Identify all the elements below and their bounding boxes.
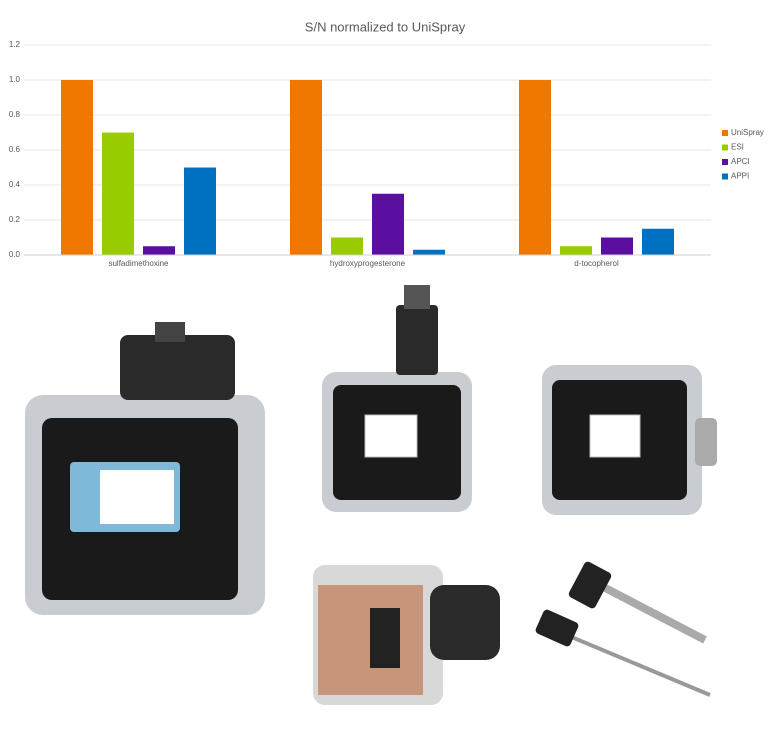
legend-label: UniSpray — [731, 128, 764, 137]
y-tick-label: 1.0 — [9, 75, 21, 84]
x-tick-label: d-tocopherol — [574, 259, 619, 268]
y-tick-label: 0.0 — [9, 250, 21, 259]
probe-head — [568, 561, 612, 609]
bar — [143, 246, 175, 255]
bar — [290, 80, 322, 255]
legend-swatch — [722, 159, 728, 165]
x-tick-label: hydroxyprogesterone — [330, 259, 406, 268]
y-tick-label: 0.6 — [9, 145, 21, 154]
source-knob — [155, 322, 185, 342]
bar — [102, 132, 134, 255]
probe-head — [535, 609, 579, 647]
chart-title: S/N normalized to UniSpray — [305, 19, 466, 34]
y-tick-label: 0.8 — [9, 110, 21, 119]
x-tick-label: sulfadimethoxine — [108, 259, 169, 268]
legend-label: ESI — [731, 143, 744, 152]
probe-shaft — [588, 576, 707, 644]
bar — [413, 249, 445, 255]
source-probe — [120, 335, 235, 400]
product-photos — [25, 285, 717, 705]
y-tick-label: 0.4 — [9, 180, 21, 189]
bar — [642, 228, 674, 255]
ionkey-module — [430, 585, 500, 660]
y-tick-label: 0.2 — [9, 215, 21, 224]
y-tick-label: 1.2 — [9, 40, 21, 49]
legend-swatch — [722, 173, 728, 180]
bar — [184, 167, 216, 255]
source-window-glass — [100, 470, 174, 524]
probe-shaft — [549, 626, 711, 697]
bar — [331, 237, 363, 255]
bar — [601, 237, 633, 255]
bar — [61, 80, 93, 255]
legend-swatch — [722, 144, 728, 151]
bar — [372, 193, 404, 255]
bar — [560, 246, 592, 255]
legend-label: APCI — [731, 157, 750, 166]
source-window — [364, 414, 418, 458]
source-probe — [396, 305, 438, 375]
legend-swatch — [722, 130, 728, 136]
source-knob — [404, 285, 430, 309]
bar — [519, 80, 551, 255]
source-window — [589, 414, 641, 458]
ionkey-slot — [370, 608, 400, 668]
source-port — [695, 418, 717, 466]
legend-label: APPI — [731, 172, 749, 181]
